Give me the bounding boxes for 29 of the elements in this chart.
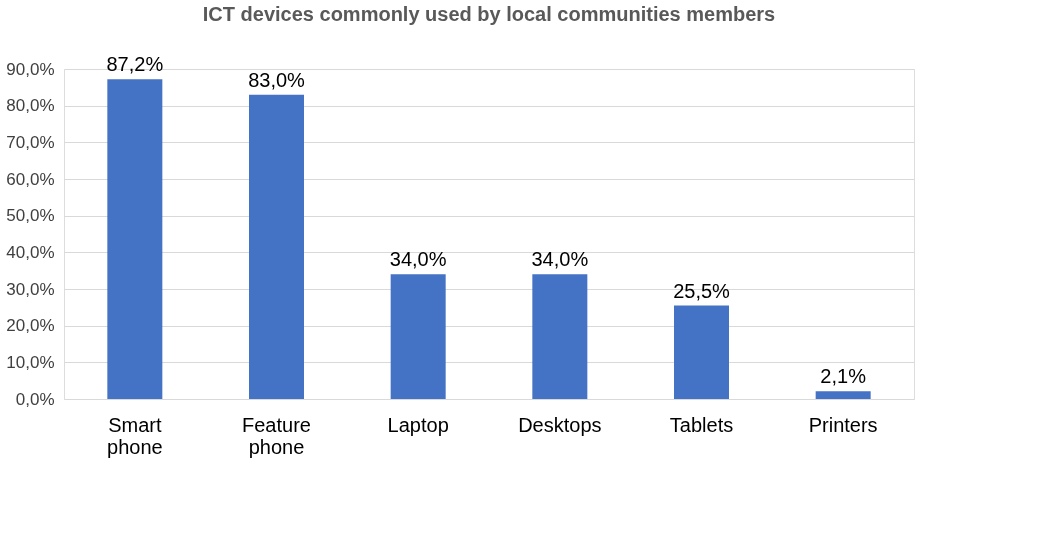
bar xyxy=(107,79,163,399)
bar xyxy=(815,391,871,399)
y-tick-label: 80,0% xyxy=(6,96,55,116)
bar xyxy=(532,274,588,399)
chart-title: ICT devices commonly used by local communities members xyxy=(202,3,776,26)
data-label: 83,0% xyxy=(248,68,306,91)
data-label: 34,0% xyxy=(531,248,589,271)
x-tick-label: Laptop xyxy=(387,413,449,436)
y-tick-label: 90,0% xyxy=(6,59,55,79)
bar xyxy=(674,305,729,399)
data-label: 34,0% xyxy=(389,248,447,271)
data-label: 87,2% xyxy=(106,53,164,76)
x-tick-label: Printers xyxy=(808,413,878,436)
x-tick-label: Feature phone xyxy=(242,413,311,458)
y-tick-label: 60,0% xyxy=(6,169,55,189)
y-tick-label: 70,0% xyxy=(6,132,55,152)
bar xyxy=(390,274,446,399)
data-label: 25,5% xyxy=(673,279,731,302)
y-tick-label: 30,0% xyxy=(6,279,55,299)
y-tick-label: 20,0% xyxy=(6,316,55,336)
y-tick-label: 50,0% xyxy=(6,206,55,226)
x-tick-label: Smart phone xyxy=(107,413,163,458)
bar xyxy=(249,94,304,399)
y-tick-label: 10,0% xyxy=(6,352,55,372)
y-tick-label: 0,0% xyxy=(15,389,55,409)
data-label: 2,1% xyxy=(820,365,867,388)
y-tick-label: 40,0% xyxy=(6,242,55,262)
x-tick-label: Tablets xyxy=(669,413,734,436)
x-tick-label: Desktops xyxy=(518,413,602,436)
